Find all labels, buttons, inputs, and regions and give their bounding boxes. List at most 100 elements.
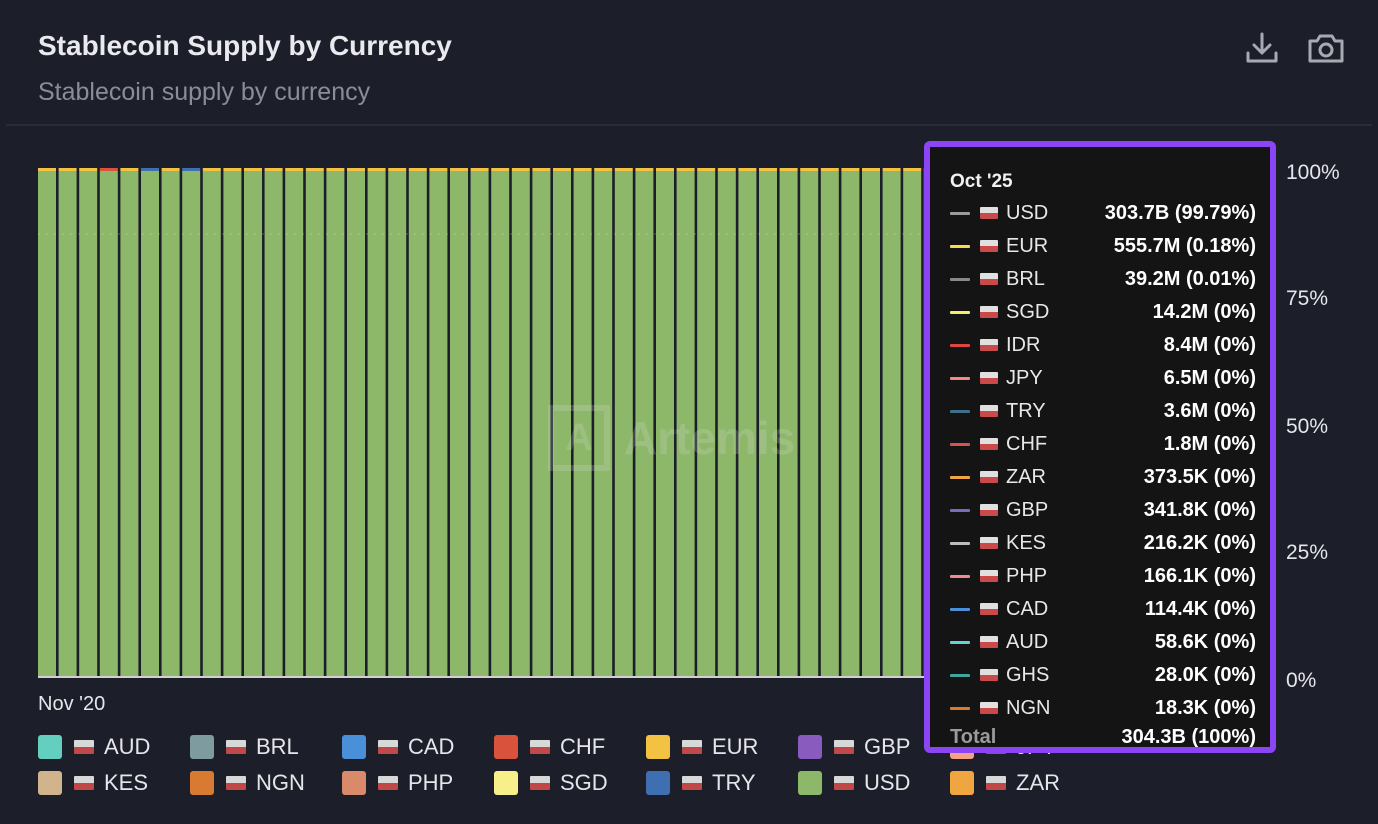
bar-segment-usd[interactable]	[614, 171, 633, 676]
bar-segment-usd[interactable]	[738, 171, 757, 676]
bar[interactable]	[408, 168, 427, 676]
bar-segment-usd[interactable]	[367, 171, 386, 676]
bar[interactable]	[862, 168, 880, 676]
bar[interactable]	[553, 168, 571, 676]
bar-segment-usd[interactable]	[285, 171, 304, 676]
bar-segment-usd[interactable]	[532, 171, 551, 676]
bar[interactable]	[717, 168, 736, 676]
bar-segment-usd[interactable]	[408, 171, 427, 676]
bar-segment-usd[interactable]	[717, 171, 736, 676]
bar[interactable]	[367, 168, 386, 676]
legend-item-try[interactable]: TRY	[646, 768, 756, 798]
bar[interactable]	[882, 168, 901, 676]
download-icon[interactable]	[1242, 28, 1282, 68]
bar-segment-usd[interactable]	[202, 171, 221, 676]
bar[interactable]	[223, 168, 242, 676]
bar-segment-usd[interactable]	[38, 171, 56, 676]
bar[interactable]	[614, 168, 633, 676]
bar[interactable]	[759, 168, 777, 676]
bar-segment-usd[interactable]	[388, 171, 407, 676]
bar-segment-usd[interactable]	[450, 171, 468, 676]
bar[interactable]	[779, 168, 798, 676]
bar-segment-usd[interactable]	[553, 171, 571, 676]
bar-segment-usd[interactable]	[244, 171, 262, 676]
bar-segment-usd[interactable]	[141, 171, 159, 676]
bar[interactable]	[470, 168, 489, 676]
bar[interactable]	[141, 168, 159, 676]
bar[interactable]	[182, 168, 201, 676]
bar[interactable]	[903, 168, 922, 676]
bar[interactable]	[841, 168, 860, 676]
bar-segment-usd[interactable]	[223, 171, 242, 676]
bar-segment-usd[interactable]	[697, 171, 716, 676]
bar[interactable]	[161, 168, 180, 676]
bar-segment-usd[interactable]	[903, 171, 922, 676]
bar[interactable]	[573, 168, 592, 676]
bar[interactable]	[347, 168, 365, 676]
bar-segment-usd[interactable]	[594, 171, 613, 676]
legend-item-kes[interactable]: KES	[38, 768, 148, 798]
bar-segment-usd[interactable]	[491, 171, 510, 676]
legend-item-ngn[interactable]: NGN	[190, 768, 305, 798]
bar[interactable]	[676, 168, 695, 676]
bar-segment-usd[interactable]	[99, 171, 118, 676]
bar-segment-usd[interactable]	[511, 171, 530, 676]
bar-segment-usd[interactable]	[759, 171, 777, 676]
legend-item-aud[interactable]: AUD	[38, 732, 150, 762]
bar[interactable]	[429, 168, 448, 676]
legend-item-zar[interactable]: ZAR	[950, 768, 1060, 798]
bar[interactable]	[388, 168, 407, 676]
bar-segment-usd[interactable]	[862, 171, 880, 676]
bar-segment-usd[interactable]	[820, 171, 839, 676]
legend-item-usd[interactable]: USD	[798, 768, 910, 798]
bar-segment-usd[interactable]	[635, 171, 654, 676]
bar[interactable]	[532, 168, 551, 676]
legend-item-cad[interactable]: CAD	[342, 732, 454, 762]
bar[interactable]	[120, 168, 139, 676]
bar[interactable]	[697, 168, 716, 676]
bar-segment-usd[interactable]	[305, 171, 324, 676]
bar-segment-usd[interactable]	[676, 171, 695, 676]
bar[interactable]	[38, 168, 56, 676]
bar-segment-usd[interactable]	[573, 171, 592, 676]
bar[interactable]	[244, 168, 262, 676]
bar-segment-usd[interactable]	[429, 171, 448, 676]
legend-item-php[interactable]: PHP	[342, 768, 453, 798]
camera-icon[interactable]	[1306, 28, 1346, 68]
bar[interactable]	[800, 168, 819, 676]
bar[interactable]	[264, 168, 283, 676]
bar-segment-usd[interactable]	[182, 171, 201, 676]
bar-segment-usd[interactable]	[882, 171, 901, 676]
bar-segment-usd[interactable]	[800, 171, 819, 676]
legend-item-gbp[interactable]: GBP	[798, 732, 910, 762]
bar[interactable]	[326, 168, 345, 676]
legend-item-chf[interactable]: CHF	[494, 732, 605, 762]
bar[interactable]	[820, 168, 839, 676]
bar[interactable]	[202, 168, 221, 676]
bar[interactable]	[79, 168, 98, 676]
bar-segment-usd[interactable]	[79, 171, 98, 676]
bar[interactable]	[511, 168, 530, 676]
bar-segment-usd[interactable]	[264, 171, 283, 676]
bar[interactable]	[491, 168, 510, 676]
bar[interactable]	[594, 168, 613, 676]
bar-segment-usd[interactable]	[470, 171, 489, 676]
bar[interactable]	[285, 168, 304, 676]
bar[interactable]	[738, 168, 757, 676]
bar[interactable]	[635, 168, 654, 676]
bar-segment-usd[interactable]	[347, 171, 365, 676]
bar-segment-usd[interactable]	[656, 171, 674, 676]
bar[interactable]	[656, 168, 674, 676]
bar[interactable]	[450, 168, 468, 676]
bar-segment-usd[interactable]	[841, 171, 860, 676]
bar-segment-usd[interactable]	[779, 171, 798, 676]
legend-item-brl[interactable]: BRL	[190, 732, 299, 762]
bar[interactable]	[305, 168, 324, 676]
bar-segment-usd[interactable]	[120, 171, 139, 676]
legend-item-eur[interactable]: EUR	[646, 732, 758, 762]
bar-segment-usd[interactable]	[161, 171, 180, 676]
bar-segment-usd[interactable]	[326, 171, 345, 676]
bar[interactable]	[99, 168, 118, 676]
legend-item-sgd[interactable]: SGD	[494, 768, 608, 798]
bar-segment-usd[interactable]	[58, 171, 77, 676]
